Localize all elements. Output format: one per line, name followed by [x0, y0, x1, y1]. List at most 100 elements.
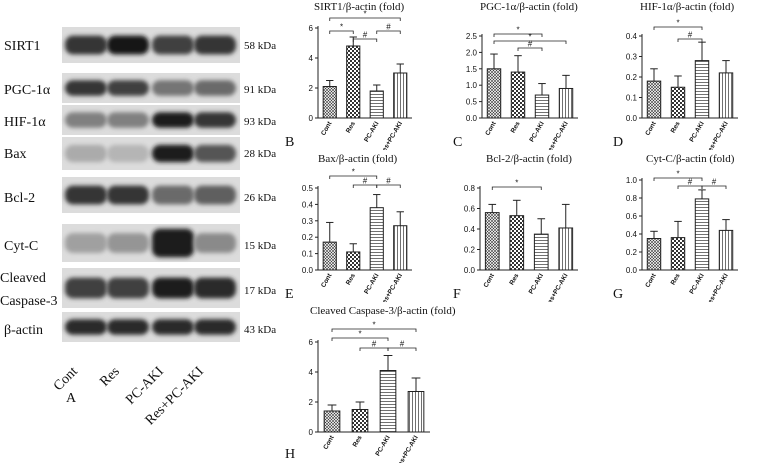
- y-tick-label: 0.5: [302, 184, 314, 193]
- significance-bracket: [329, 17, 401, 21]
- blot-band: [107, 35, 149, 55]
- blot-band: [194, 185, 236, 205]
- bar-cont: [646, 238, 662, 271]
- blot-band: [152, 112, 194, 128]
- y-tick-label: 0.5: [466, 98, 478, 107]
- x-tick-label: Res+PC-AKI: [545, 120, 570, 150]
- significance-label: #: [400, 340, 405, 349]
- significance-label: *: [363, 10, 366, 19]
- y-tick-label: 1.5: [466, 65, 478, 74]
- bar-pc-aki: [369, 207, 384, 271]
- y-tick-label: 0.1: [626, 94, 638, 103]
- bar-cont: [646, 80, 662, 119]
- bar-res-pc-aki: [407, 391, 425, 433]
- y-tick-label: 0.6: [626, 212, 638, 221]
- y-tick-label: 0.8: [626, 194, 638, 203]
- y-tick-label: 0.6: [464, 205, 476, 214]
- x-tick-label: Res: [352, 434, 364, 448]
- significance-label: *: [528, 33, 531, 42]
- chart-title: SIRT1/β-actin (fold): [314, 1, 405, 13]
- chart-sirt1: SIRT1/β-actin (fold) 0 2 4 6 Cont Res PC-AKIRes…: [285, 1, 412, 150]
- blot-band: [107, 80, 149, 96]
- blot-band: [194, 80, 236, 96]
- blot-band: [65, 319, 107, 335]
- x-tick-label: Res: [508, 272, 520, 286]
- significance-bracket: [329, 30, 354, 34]
- blot-band: [65, 233, 107, 253]
- x-tick-label: Res+PC-AKI: [705, 120, 730, 150]
- bar-cont: [322, 86, 337, 119]
- significance-bracket: [653, 26, 703, 30]
- bar-res-pc-aki: [558, 227, 574, 271]
- panel-letter: H: [285, 447, 295, 462]
- chart-pgc1a: PGC-1α/β-actin (fold) 0.0 0.5 1.0 1.5 2.0 2.5 C…: [453, 1, 578, 150]
- y-tick-label: 2: [309, 398, 314, 407]
- significance-label: *: [676, 170, 679, 179]
- protein-label: Cleaved: [0, 271, 46, 286]
- lane-label: Cont: [51, 364, 81, 394]
- blot-band: [194, 319, 236, 335]
- blot-band: [152, 277, 194, 299]
- blot-band: [152, 185, 194, 205]
- significance-label: *: [358, 330, 361, 339]
- bar-res: [346, 45, 361, 119]
- y-tick-label: 2.0: [466, 48, 478, 57]
- chart-bax: Bax/β-actin (fold) 0.0 0.1 0.2 0.3 0.4 0.5 Cont…: [285, 153, 412, 302]
- bar-cont: [486, 68, 502, 119]
- blot-band: [65, 144, 107, 163]
- x-tick-label: PC-AKI: [688, 120, 705, 143]
- x-tick-label: Cont: [484, 120, 498, 137]
- significance-bracket: [376, 184, 401, 188]
- lane-label: Res: [97, 364, 122, 389]
- x-tick-label: PC-AKI: [363, 120, 380, 143]
- significance-bracket: [493, 33, 543, 37]
- panel-letter: A: [66, 391, 77, 406]
- x-tick-label: Res: [345, 272, 357, 286]
- bar-cont: [323, 410, 341, 433]
- panel-letter: G: [613, 287, 623, 302]
- x-tick-label: Res: [670, 272, 682, 286]
- y-tick-label: 2.5: [466, 32, 478, 41]
- chart-title: PGC-1α/β-actin (fold): [480, 1, 578, 13]
- bar-pc-aki: [694, 198, 710, 271]
- significance-bracket: [329, 175, 378, 179]
- y-tick-label: 6: [309, 338, 314, 347]
- significance-label: #: [712, 178, 717, 187]
- significance-label: #: [386, 177, 391, 186]
- chart-title: Bcl-2/β-actin (fold): [486, 153, 572, 165]
- chart-title: Cleaved Caspase-3/β-actin (fold): [310, 305, 456, 317]
- y-tick-label: 0: [309, 428, 314, 437]
- bar-res-pc-aki: [718, 72, 734, 119]
- bar-res-pc-aki: [393, 72, 408, 119]
- bar-res: [670, 86, 686, 119]
- x-tick-label: Cont: [320, 120, 334, 137]
- panel-letter: F: [453, 287, 461, 302]
- blot-band: [107, 112, 149, 128]
- significance-label: #: [386, 23, 391, 32]
- protein-size-label: 43 kDa: [244, 324, 276, 336]
- bar-res: [351, 409, 369, 433]
- blot-band: [152, 35, 194, 55]
- y-tick-label: 6: [309, 24, 314, 33]
- panel-letter: B: [285, 135, 294, 150]
- y-tick-label: 0.2: [302, 233, 314, 242]
- significance-label: *: [516, 26, 519, 35]
- protein-label: SIRT1: [4, 39, 41, 54]
- significance-label: #: [363, 177, 368, 186]
- significance-bracket: [493, 40, 567, 44]
- blot-band: [65, 80, 107, 96]
- blot-band: [194, 35, 236, 55]
- x-tick-label: Cont: [320, 272, 334, 289]
- significance-bracket: [517, 47, 543, 51]
- bar-pc-aki: [534, 94, 550, 119]
- bar-pc-aki: [369, 90, 384, 119]
- significance-bracket: [352, 38, 378, 42]
- blot-band: [107, 233, 149, 253]
- x-tick-label: PC-AKI: [528, 272, 545, 295]
- bar-pc-aki: [694, 60, 710, 119]
- x-tick-label: PC-AKI: [528, 120, 545, 143]
- x-tick-label: Cont: [322, 434, 336, 451]
- protein-size-label: 17 kDa: [244, 285, 276, 297]
- significance-label: *: [352, 168, 355, 177]
- bar-res: [510, 71, 526, 119]
